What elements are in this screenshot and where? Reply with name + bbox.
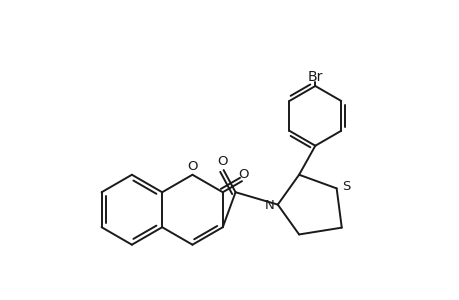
- Text: O: O: [238, 168, 248, 181]
- Text: S: S: [341, 180, 350, 193]
- Text: O: O: [217, 155, 228, 168]
- Text: N: N: [265, 199, 274, 212]
- Text: Br: Br: [307, 70, 322, 84]
- Text: O: O: [187, 160, 197, 173]
